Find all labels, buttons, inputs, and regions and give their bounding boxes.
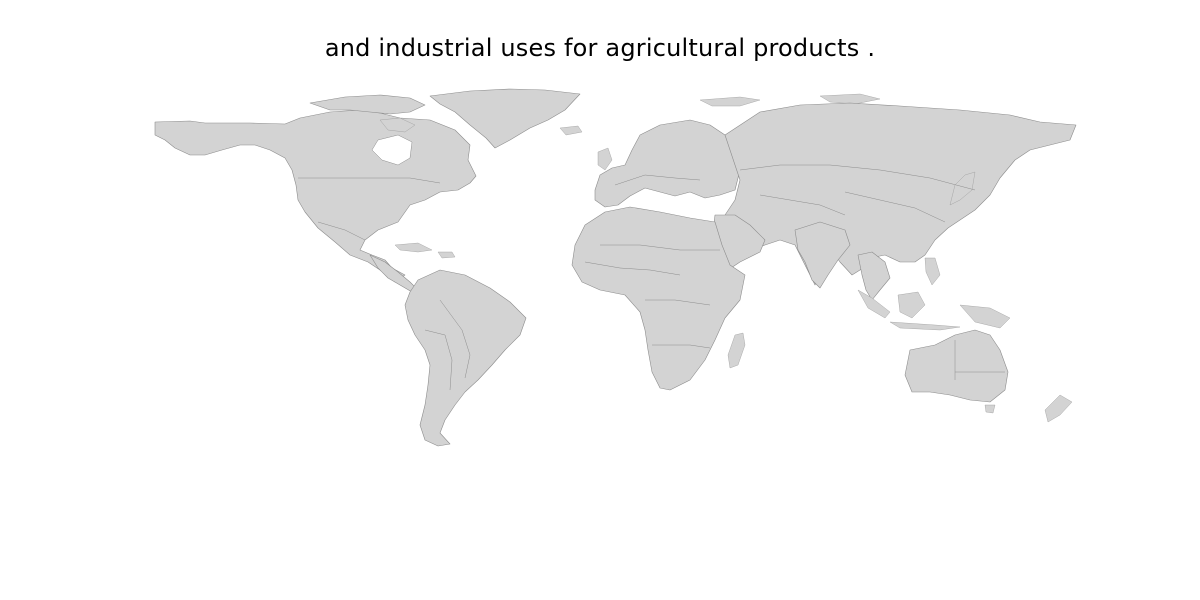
asia-landmass: [724, 102, 1077, 286]
us-canada-border: [298, 177, 441, 184]
arctic-island: [379, 117, 416, 133]
cuba-island: [394, 242, 433, 253]
andes-border: [424, 329, 453, 391]
japan-islands: [949, 171, 976, 206]
madagascar-island: [727, 332, 746, 369]
uk-island: [597, 147, 613, 171]
arctic-island: [699, 96, 761, 107]
west-africa-border: [584, 261, 681, 276]
africa-landmass: [571, 206, 746, 391]
arctic-island: [819, 93, 881, 105]
australia-border: [954, 340, 1005, 380]
map-title: and industrial uses for agricultural pro…: [324, 34, 876, 62]
central-africa-border: [645, 299, 711, 306]
china-border: [844, 191, 946, 223]
central-asia-border: [759, 194, 846, 216]
indian-subcontinent: [794, 221, 851, 289]
russia-border: [739, 164, 976, 191]
southeast-asia-landmass: [857, 251, 891, 301]
europe-landmass: [594, 119, 741, 208]
central-america-landmass: [369, 254, 419, 293]
south-america-landmass: [404, 269, 527, 447]
sumatra-island: [857, 289, 891, 319]
sahara-border: [600, 244, 720, 251]
hudson-bay: [371, 134, 413, 166]
australia-landmass: [904, 329, 1009, 403]
hispaniola-island: [437, 251, 456, 259]
borneo-island: [897, 291, 926, 319]
new-zealand-islands: [1044, 394, 1073, 423]
europe-border: [614, 174, 701, 186]
southern-africa-border: [652, 344, 711, 349]
new-guinea-island: [959, 304, 1011, 329]
brazil-border: [439, 299, 471, 379]
iceland-island: [559, 125, 583, 136]
canadian-arctic-islands: [309, 94, 426, 115]
us-mexico-border: [317, 221, 366, 241]
greenland-landmass: [429, 88, 581, 149]
philippines-islands: [924, 257, 941, 286]
java-island: [889, 321, 961, 331]
north-america-landmass: [154, 109, 477, 283]
tasmania-island: [984, 404, 996, 414]
